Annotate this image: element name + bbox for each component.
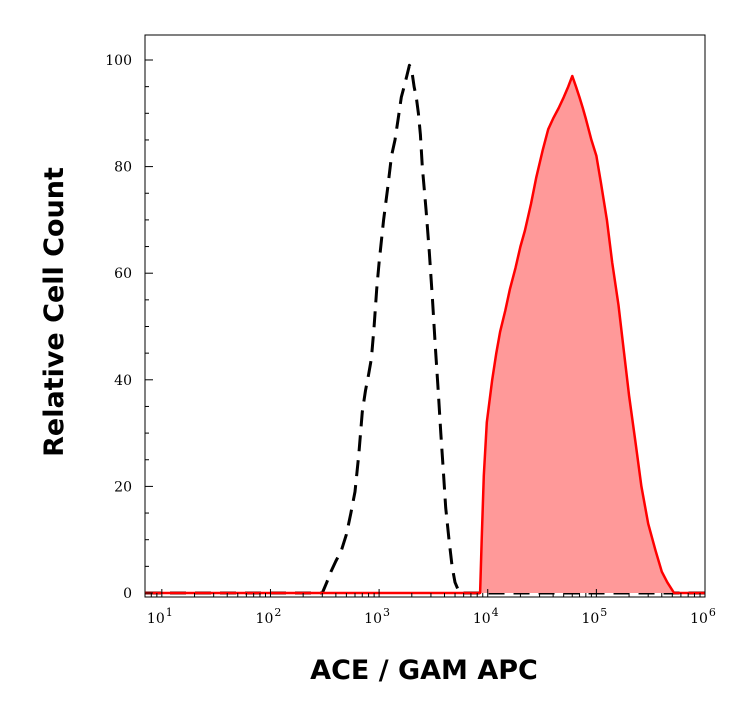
x-axis-title: ACE / GAM APC [310,655,538,686]
y-axis: 0 20 40 60 80 100 [105,53,153,602]
x-tick-label: 103 [364,606,390,627]
series-1-line [145,74,705,595]
x-tick-label: 106 [690,606,716,627]
x-tick-label: 105 [581,606,607,627]
x-tick-label: 102 [256,606,282,627]
plot-frame [144,34,706,598]
x-tick-label: 101 [147,606,173,627]
y-tick-label: 60 [114,266,132,282]
y-tick-label: 40 [114,373,132,389]
series-0-line [145,63,705,595]
y-tick-label: 80 [114,160,132,176]
y-tick-label: 0 [123,586,132,602]
y-tick-label: 100 [105,53,132,69]
series-layer [145,63,705,595]
x-tick-label: 104 [473,606,499,627]
y-tick-label: 20 [114,479,132,495]
series-1-area [480,76,675,593]
x-axis: 101 102 103 104 105 106 [144,589,716,627]
y-axis-title: Relative Cell Count [39,167,70,457]
